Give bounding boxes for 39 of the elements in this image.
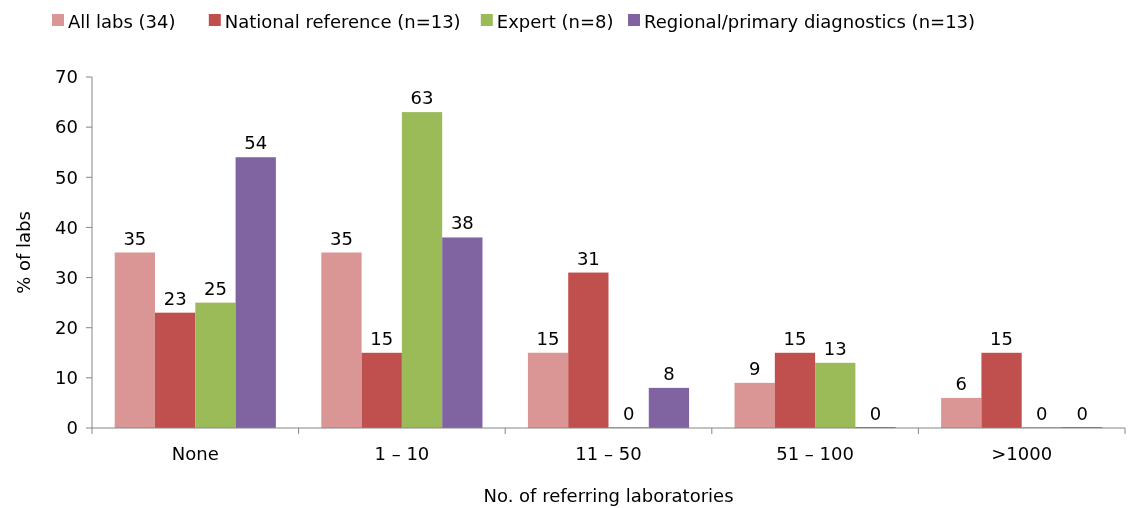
y-tick-label: 70 bbox=[55, 66, 78, 88]
data-label: 15 bbox=[990, 327, 1014, 349]
data-label: 0 bbox=[1076, 403, 1088, 424]
data-label: 15 bbox=[536, 327, 560, 349]
x-tick-label: None bbox=[171, 443, 219, 464]
data-label: 0 bbox=[869, 403, 882, 424]
data-label: 63 bbox=[410, 87, 434, 109]
y-tick-label: 50 bbox=[55, 166, 78, 188]
legend-label: Regional/primary diagnostics (n=13) bbox=[644, 11, 976, 33]
x-tick-label: 1 – 10 bbox=[374, 443, 430, 464]
y-tick-label: 60 bbox=[55, 116, 78, 138]
data-label: 31 bbox=[576, 247, 600, 269]
data-label: 54 bbox=[244, 132, 268, 154]
data-label: 6 bbox=[955, 372, 967, 394]
data-label: 15 bbox=[370, 327, 394, 349]
x-tick-label: 51 – 100 bbox=[776, 443, 854, 464]
x-axis-title: No. of referring laboratories bbox=[483, 485, 734, 506]
data-label: 25 bbox=[203, 277, 227, 299]
x-tick-label: 11 – 50 bbox=[575, 443, 642, 464]
y-axis-title: % of labs bbox=[13, 211, 34, 294]
data-label: 23 bbox=[163, 287, 187, 309]
data-label: 13 bbox=[823, 337, 847, 359]
data-label: 9 bbox=[748, 357, 761, 379]
y-tick-label: 10 bbox=[55, 367, 78, 389]
data-label: 35 bbox=[123, 227, 147, 249]
legend-label: National reference (n=13) bbox=[224, 11, 461, 33]
data-label: 35 bbox=[330, 227, 353, 249]
legend-label: Expert (n=8) bbox=[496, 11, 614, 33]
data-label: 8 bbox=[663, 362, 675, 384]
x-tick-label: >1000 bbox=[991, 443, 1053, 464]
data-label: 15 bbox=[783, 327, 807, 349]
y-tick-label: 40 bbox=[55, 216, 78, 238]
legend-label: All labs (34) bbox=[68, 11, 176, 33]
y-tick-label: 0 bbox=[66, 417, 78, 439]
y-tick-label: 20 bbox=[55, 317, 78, 339]
data-label: 38 bbox=[450, 212, 474, 234]
data-label: 0 bbox=[1036, 403, 1048, 424]
data-label: 0 bbox=[622, 403, 635, 424]
y-tick-label: 30 bbox=[55, 266, 78, 288]
